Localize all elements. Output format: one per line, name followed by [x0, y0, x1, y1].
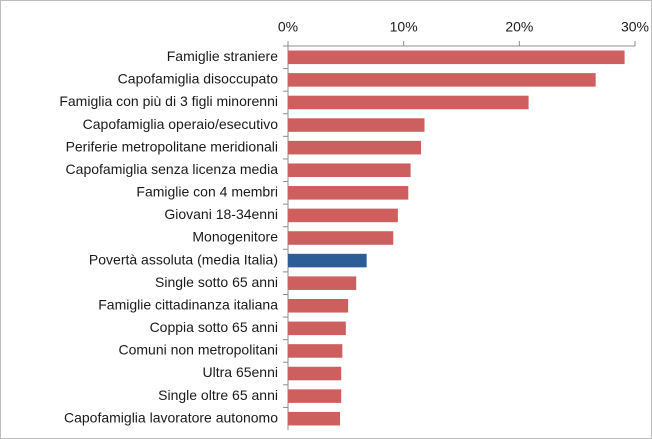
- y-tick-label: Povertà assoluta (media Italia): [89, 251, 278, 267]
- bar: [288, 321, 346, 336]
- y-tick-label: Capofamiglia senza licenza media: [66, 161, 279, 177]
- bar: [288, 253, 367, 268]
- y-tick-label: Single oltre 65 anni: [158, 387, 278, 403]
- y-tick-label: Periferie metropolitane meridionali: [66, 138, 278, 154]
- bar: [288, 276, 357, 290]
- bar: [288, 411, 341, 426]
- bar: [288, 163, 411, 178]
- bar: [288, 73, 596, 87]
- y-tick-label: Giovani 18-34enni: [164, 206, 278, 222]
- bar: [288, 140, 422, 155]
- y-tick-label: Capofamiglia disoccupato: [118, 71, 279, 87]
- y-tick-label: Ultra 65enni: [203, 364, 279, 380]
- y-tick-label: Comuni non metropolitani: [118, 342, 278, 358]
- bar: [288, 298, 349, 313]
- y-tick-label: Capofamiglia lavoratore autonomo: [64, 409, 278, 425]
- bar: [288, 389, 342, 403]
- bar: [288, 95, 529, 110]
- bar: [288, 366, 342, 381]
- x-tick-label: 30%: [621, 19, 649, 35]
- bar: [288, 208, 398, 223]
- y-tick-label: Famiglie straniere: [167, 48, 278, 64]
- y-tick-label: Single sotto 65 anni: [155, 274, 278, 290]
- bar: [288, 118, 425, 132]
- y-tick-label: Monogenitore: [192, 229, 278, 245]
- x-tick-label: 20%: [505, 19, 533, 35]
- bar: [288, 186, 409, 200]
- bar: [288, 344, 343, 358]
- y-tick-label: Famiglia con più di 3 figli minorenni: [59, 93, 278, 109]
- bar: [288, 50, 625, 65]
- y-tick-label: Coppia sotto 65 anni: [150, 319, 278, 335]
- bar: [288, 231, 394, 245]
- x-tick-label: 10%: [390, 19, 418, 35]
- y-tick-label: Famiglie con 4 membri: [136, 184, 278, 200]
- y-tick-label: Capofamiglia operaio/esecutivo: [83, 116, 279, 132]
- y-tick-label: Famiglie cittadinanza italiana: [98, 296, 278, 312]
- x-tick-label: 0%: [278, 19, 298, 35]
